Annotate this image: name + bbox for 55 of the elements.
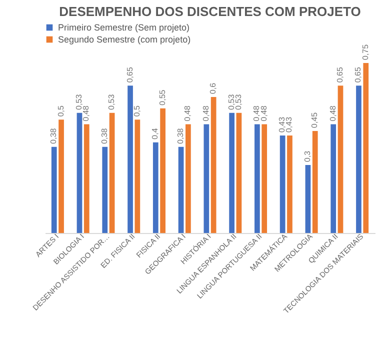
bar [128,86,133,233]
data-label: 0,48 [183,105,192,122]
legend-label: Primeiro Semestre (Sem projeto) [58,22,190,32]
data-label: 0,48 [82,105,91,122]
data-label: 0,65 [336,66,344,83]
data-label: 0,48 [259,105,268,122]
data-label: 0,6 [208,82,218,94]
legend-label: Segundo Semestre (com projeto) [58,34,191,44]
bar [305,165,311,233]
bar [229,112,234,233]
bar [160,108,166,233]
data-label: 0,53 [107,94,116,110]
data-label: 0,65 [125,66,134,83]
data-label: 0,48 [201,105,210,122]
bar [84,124,90,233]
bar [338,86,344,233]
bar [287,136,292,233]
bar [204,124,210,233]
data-label: 0,5 [132,104,142,117]
bar [254,124,260,233]
data-label: 0,38 [100,128,109,144]
bar [210,97,216,233]
chart-title: DESEMPENHO DOS DISCENTES COM PROJETO [59,4,361,19]
bar [152,142,158,233]
bar [58,120,64,233]
bar [102,146,108,233]
data-label: 0,53 [234,94,243,110]
data-label: 0,55 [158,89,167,106]
data-label: 0,45 [310,112,320,128]
bar [280,136,286,233]
bar [134,120,140,233]
data-label: 0,53 [226,94,236,110]
data-label: 0,65 [354,66,363,83]
bar [186,124,191,233]
bar [109,112,115,233]
data-label: 0,48 [328,105,338,122]
data-label: 0,38 [49,128,58,144]
data-label: 0,5 [56,104,66,117]
bar [312,131,318,233]
bar [76,112,82,233]
data-label: 0,3 [302,150,312,162]
data-label: 0,53 [74,94,84,110]
bar [178,146,184,233]
data-label: 0,43 [284,116,294,133]
bar [236,112,242,233]
data-label: 0,38 [176,128,186,144]
data-label: 0,43 [278,116,287,133]
bar [51,146,57,233]
data-label: 0,4 [150,128,160,140]
bar [262,124,268,233]
bar [356,86,362,233]
bar [330,124,336,233]
bar [363,63,369,233]
data-label: 0,48 [252,105,262,122]
data-label: 0,75 [360,44,370,60]
